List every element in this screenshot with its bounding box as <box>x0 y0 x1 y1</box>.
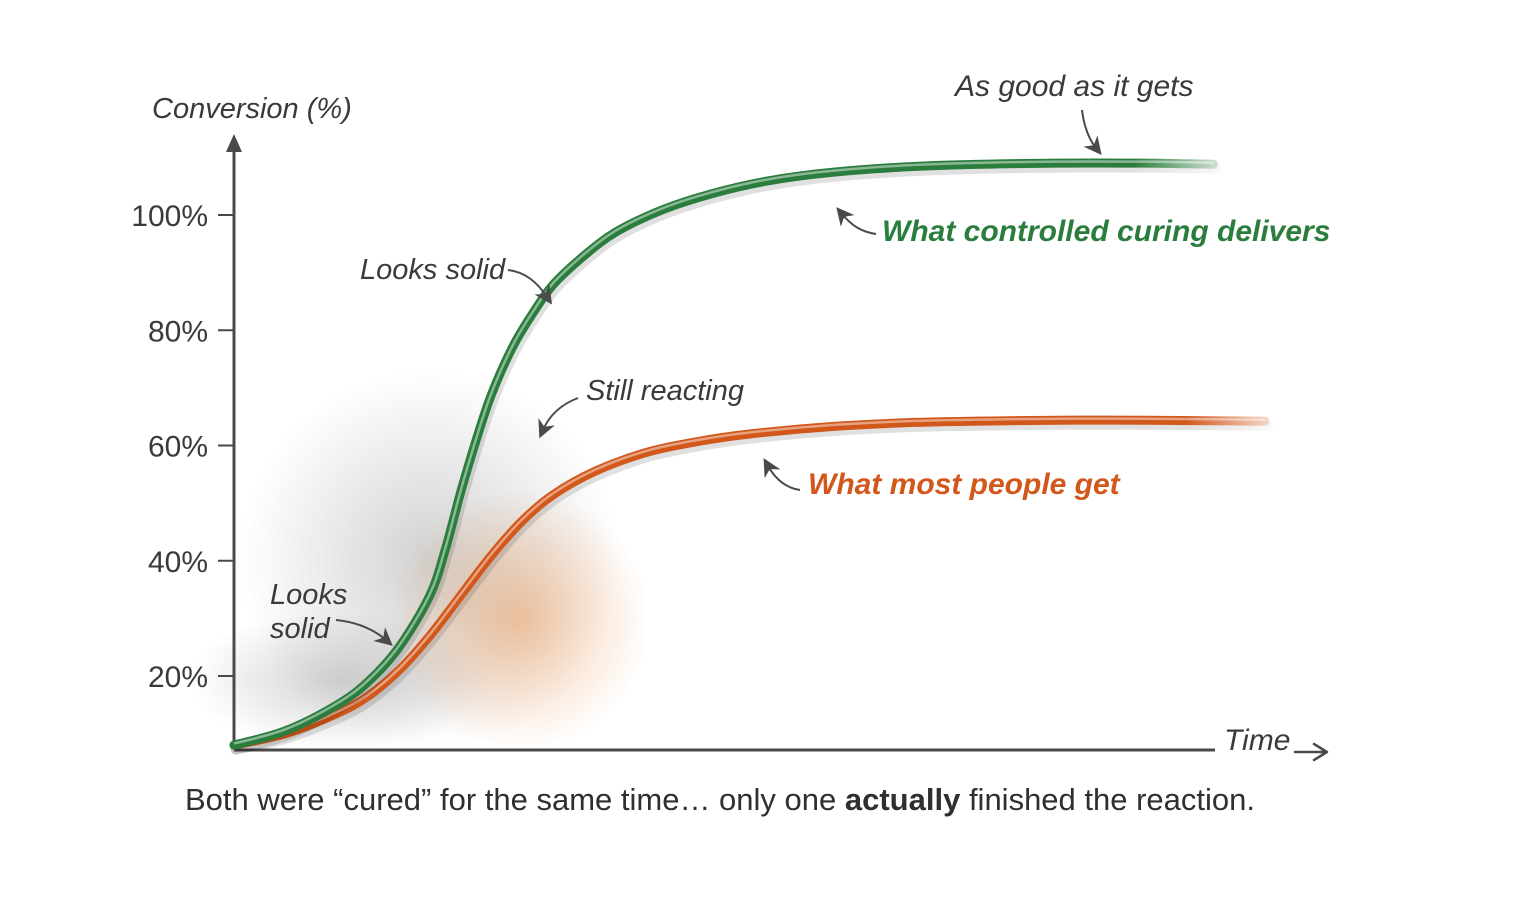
annotation-looks-solid-upper: Looks solid <box>360 254 506 286</box>
x-axis-title: Time <box>1224 724 1290 757</box>
arrow-as-good-icon <box>1081 109 1102 156</box>
y-axis-title: Conversion (%) <box>152 93 352 125</box>
annotation-still-reacting: Still reacting <box>586 375 744 407</box>
arrow-controlled-curing-icon <box>836 207 877 235</box>
caption-text-before: Both were “cured” for the same time… onl… <box>184 782 845 817</box>
annotation-controlled-curing: What controlled curing delivers <box>882 215 1330 248</box>
orange-haze <box>390 490 650 750</box>
caption-emphasis: actually <box>844 782 961 817</box>
y-tick-label-80: 80% <box>148 315 208 348</box>
chart-caption: Both were “cured” for the same time… onl… <box>0 782 1440 818</box>
arrow-looks-solid-lower-icon <box>335 619 393 646</box>
arrow-looks-solid-upper-icon <box>507 269 552 305</box>
series-layer <box>229 152 1295 755</box>
series-green-highlight <box>233 160 1214 745</box>
series-orange-highlight <box>233 417 1266 745</box>
y-tick-labels: 20% 40% 60% 80% 100% <box>131 200 208 694</box>
arrow-still-reacting-icon <box>538 397 579 439</box>
series-orange-fade <box>1185 409 1295 434</box>
series-green-line <box>229 158 1218 750</box>
arrow-most-people-icon <box>763 458 801 491</box>
annotation-looks-solid-lower-2: solid <box>270 613 331 645</box>
y-axis-arrow-icon <box>226 134 242 152</box>
y-tick-label-20: 20% <box>148 661 208 694</box>
annotation-looks-solid-lower-1: Looks <box>270 579 347 611</box>
annotation-most-people: What most people get <box>808 468 1122 501</box>
caption-text-after: finished the reaction. <box>960 782 1256 817</box>
series-orange-line <box>229 415 1270 750</box>
annotation-as-good-as-it-gets: As good as it gets <box>953 70 1193 103</box>
x-axis-arrow-icon <box>1293 742 1329 762</box>
series-green-fade <box>1133 152 1244 177</box>
y-tick-label-40: 40% <box>148 546 208 579</box>
gridlines <box>218 214 1312 677</box>
y-tick-label-60: 60% <box>148 431 208 464</box>
y-tick-label-100: 100% <box>131 200 208 233</box>
